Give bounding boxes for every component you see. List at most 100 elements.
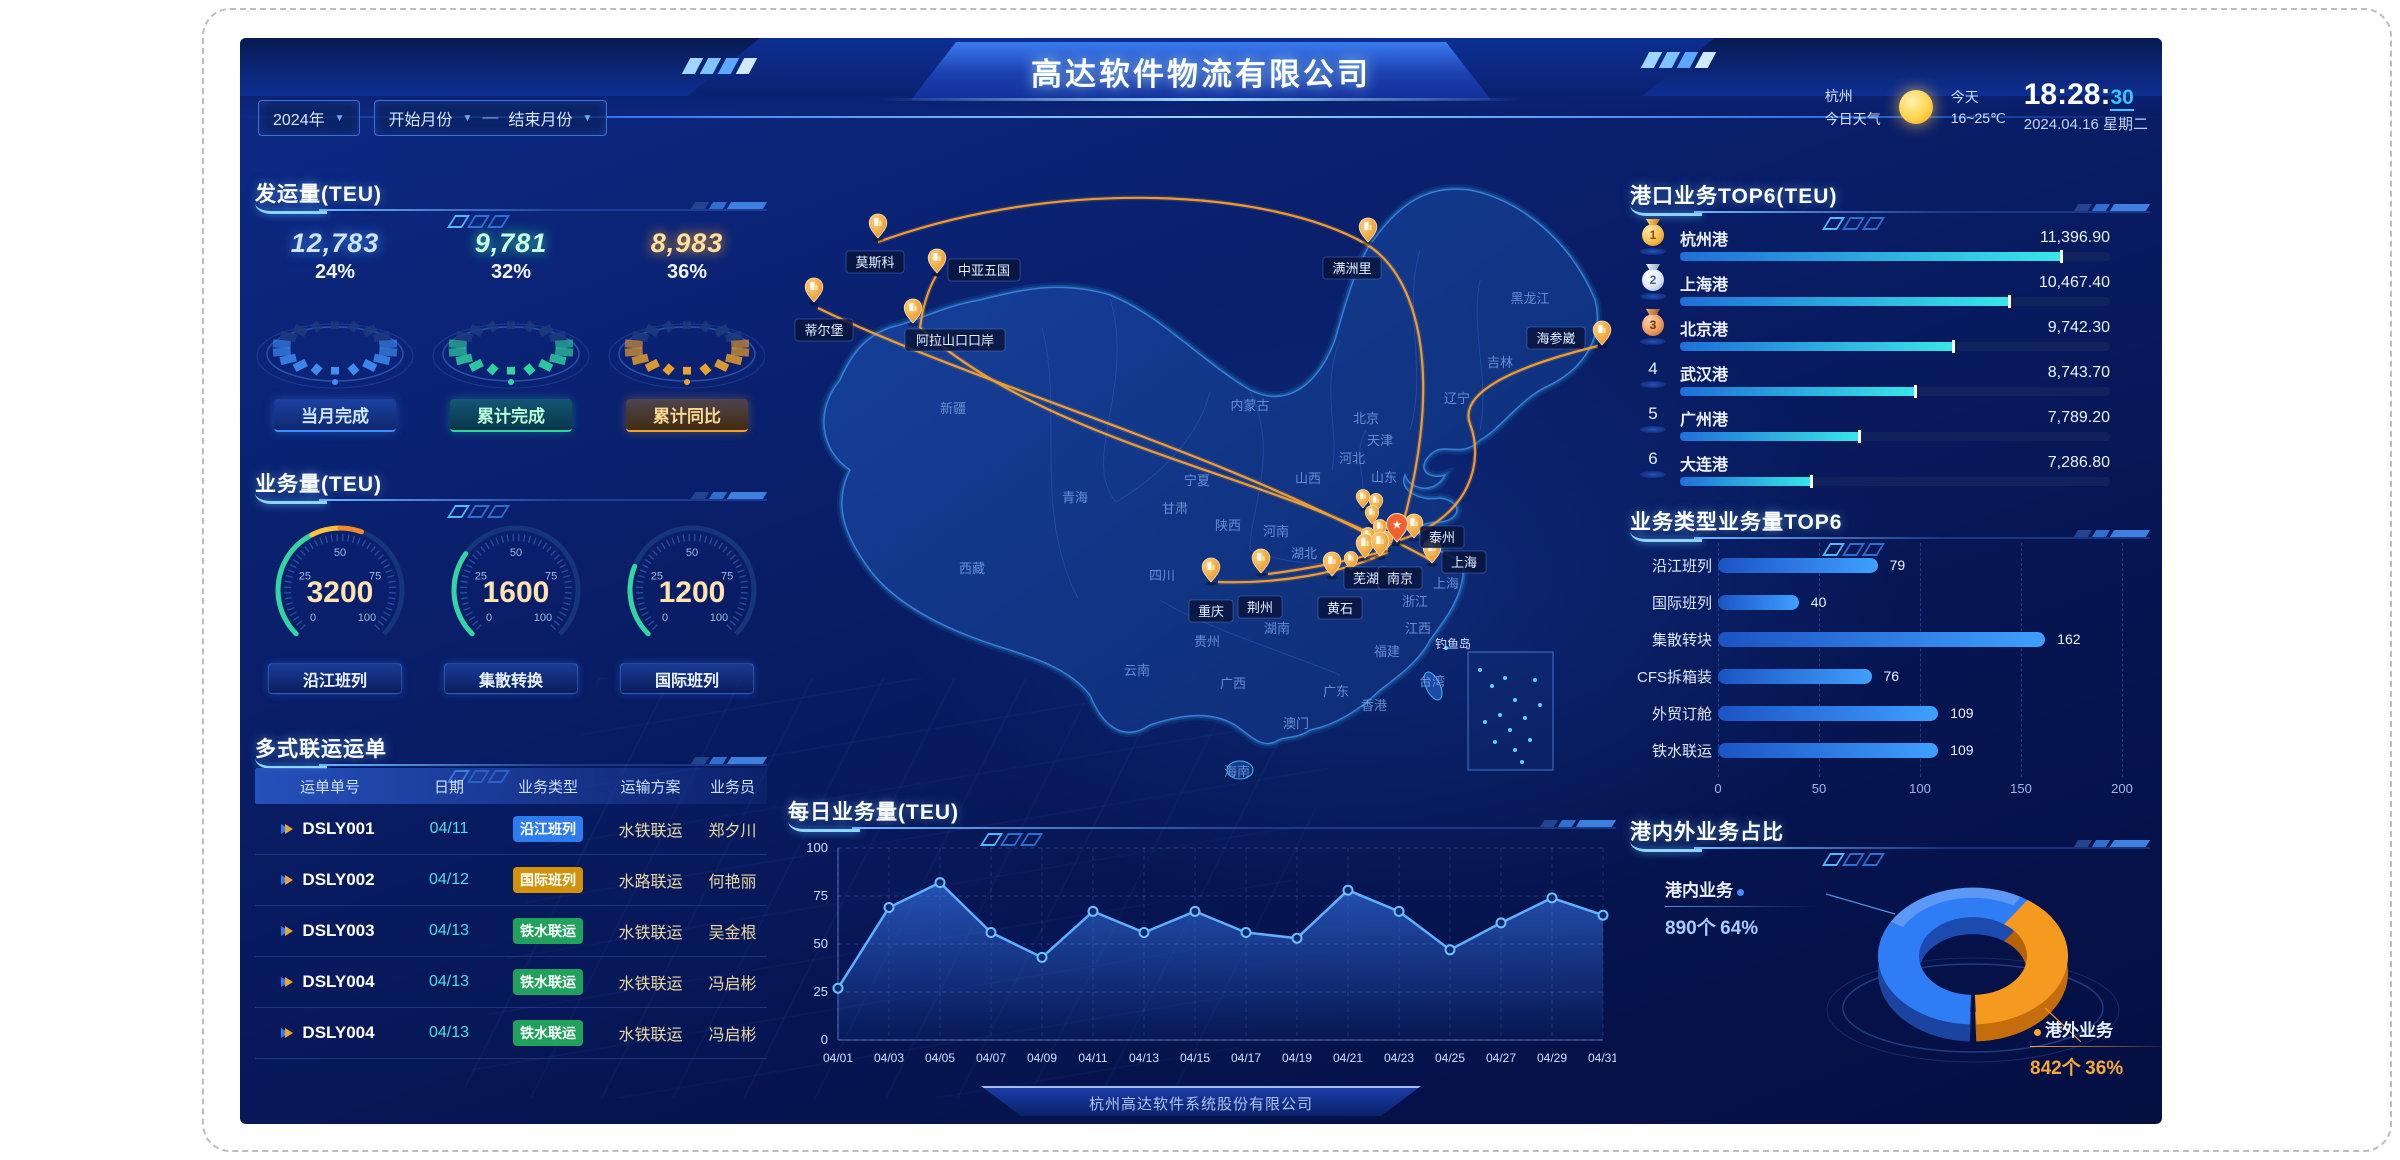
map-pin[interactable]: ★	[1386, 513, 1408, 547]
weather-city-label: 今日天气	[1824, 110, 1881, 127]
port-value: 8,743.70	[2047, 364, 2110, 381]
map-province-label: 海南	[1224, 764, 1250, 779]
section-waybills-title: 多式联运运单	[255, 733, 768, 783]
table-row[interactable]: DSLY002 04/12 国际班列 水路联运 何艳丽	[255, 855, 767, 906]
map-island-label: 钓鱼岛	[1435, 636, 1471, 651]
svg-text:中亚五国: 中亚五国	[958, 263, 1010, 278]
svg-text:25: 25	[475, 571, 487, 583]
header-line	[240, 116, 2162, 118]
waybill-plan: 水铁联运	[618, 1027, 683, 1044]
shipping-percent: 32%	[490, 261, 532, 283]
table-row[interactable]: DSLY004 04/13 铁水联运 水铁联运 冯启彬	[255, 1008, 767, 1059]
map-province-label: 甘肃	[1162, 501, 1188, 516]
biz-axis-tick: 200	[2111, 781, 2133, 796]
port-bar-track	[1680, 430, 2110, 443]
map-province-label: 宁夏	[1184, 473, 1210, 488]
medal-icon: 2	[1642, 269, 1664, 291]
map-pin[interactable]	[1358, 217, 1378, 246]
row-arrow-icon	[285, 926, 298, 936]
biz-label: 国际班列	[1651, 594, 1712, 612]
map-pin[interactable]	[1251, 548, 1271, 577]
shipping-value: 8,983	[650, 228, 724, 258]
map-province-label: 香港	[1361, 698, 1387, 713]
port-bar-fill	[1680, 430, 1861, 443]
map-province-label: 贵州	[1194, 634, 1220, 649]
end-month-select[interactable]: 结束月份	[508, 112, 573, 129]
speedometer-graphic: 0 25 50 75 100 1600	[451, 525, 581, 637]
waybill-agent: 郑夕川	[708, 823, 757, 840]
biz-bar-row: 沿江班列 79	[1622, 555, 2152, 575]
svg-text:重庆: 重庆	[1198, 604, 1224, 619]
map-pin[interactable]	[868, 213, 888, 242]
map-province-label: 天津	[1367, 433, 1393, 448]
map-city-label: 重庆	[1188, 599, 1234, 623]
map-province-label: 黑龙江	[1510, 291, 1549, 306]
start-month-select[interactable]: 开始月份	[388, 112, 453, 129]
svg-text:04/15: 04/15	[1180, 1051, 1210, 1065]
svg-text:50: 50	[510, 547, 522, 559]
biz-axis-tick: 100	[1909, 781, 1931, 796]
waybill-plan: 水铁联运	[618, 925, 683, 942]
shipping-value: 12,783	[290, 228, 380, 258]
map-province-label: 青海	[1062, 490, 1088, 505]
port-bar-track	[1680, 340, 2110, 353]
map-pin[interactable]	[903, 298, 923, 327]
biz-label: CFS拆箱装	[1636, 668, 1712, 686]
map-province-label: 广西	[1220, 676, 1246, 691]
map-pin[interactable]	[1404, 513, 1424, 542]
shipping-gauge-label: 当月完成	[274, 399, 396, 432]
map-pin[interactable]	[1322, 551, 1342, 580]
map-pin[interactable]	[1592, 320, 1612, 349]
rank-number: 5	[1648, 404, 1658, 423]
china-map: 钓鱼岛 黑龙江 吉林 辽宁 内蒙古 北京 天津 河北 山西 山东 河南 宁夏 陕西 甘肃 青海 新疆 西藏 四川贵…	[780, 130, 1620, 780]
row-arrow-icon	[285, 977, 298, 987]
map-pin[interactable]	[927, 248, 947, 277]
column-header: 业务员	[709, 778, 755, 796]
biztype-chart: 沿江班列 79 国际班列 40 集散转块 162 CFS拆箱装 76 外贸订舱 109 铁水联运 10…	[1622, 543, 2152, 803]
waybill-no: DSLY004	[302, 1023, 375, 1042]
year-select[interactable]: 2024年 ▼	[258, 100, 360, 136]
svg-text:泰州: 泰州	[1429, 530, 1455, 545]
map-province-label: 澳门	[1283, 716, 1309, 731]
waybill-no: DSLY004	[302, 972, 375, 991]
map-pin[interactable]	[804, 277, 824, 306]
table-row[interactable]: DSLY004 04/13 铁水联运 水铁联运 冯启彬	[255, 957, 767, 1008]
map-pin[interactable]	[1355, 489, 1371, 511]
svg-text:25: 25	[299, 571, 311, 583]
column-header: 日期	[433, 778, 464, 796]
map-pin[interactable]	[1370, 531, 1390, 560]
svg-text:100: 100	[358, 612, 376, 624]
row-arrow-icon	[285, 824, 298, 834]
biz-bar-row: 集散转块 162	[1622, 629, 2152, 649]
biz-label: 外贸订舱	[1651, 705, 1712, 723]
shipping-gauge: 9,781 32% 累计完成	[431, 228, 591, 432]
table-header: 运单单号 日期 业务类型 运输方案 业务员	[255, 768, 767, 804]
svg-text:蒂尔堡: 蒂尔堡	[804, 323, 843, 338]
biztype-badge: 铁水联运	[513, 969, 583, 995]
map-pin[interactable]	[1355, 533, 1375, 562]
svg-text:04/25: 04/25	[1435, 1051, 1465, 1065]
table-row[interactable]: DSLY003 04/13 铁水联运 水铁联运 吴金根	[255, 906, 767, 957]
biz-bar	[1718, 594, 1799, 610]
table-row[interactable]: DSLY001 04/11 沿江班列 水铁联运 郑夕川	[255, 804, 767, 855]
svg-text:04/05: 04/05	[925, 1051, 955, 1065]
svg-text:海参崴: 海参崴	[1536, 331, 1575, 346]
biz-axis-tick: 150	[2010, 781, 2032, 796]
svg-text:100: 100	[806, 840, 828, 855]
waybill-plan: 水路联运	[618, 874, 683, 891]
map-city-label: 满洲里	[1322, 256, 1382, 280]
page-title: 高达软件物流有限公司	[1031, 56, 1371, 92]
svg-text:04/07: 04/07	[976, 1051, 1006, 1065]
svg-text:芜湖: 芜湖	[1353, 571, 1379, 586]
biz-bar-row: 外贸订舱 109	[1622, 703, 2152, 723]
month-range-select[interactable]: 开始月份 ▼ — 结束月份 ▼	[373, 100, 608, 136]
map-city-label: 荆州	[1237, 595, 1283, 619]
map-province-label: 河北	[1339, 451, 1365, 466]
port-value: 7,789.20	[2047, 409, 2110, 426]
map-province-label: 陕西	[1215, 518, 1241, 533]
svg-text:50: 50	[814, 936, 828, 951]
map-pin[interactable]	[1201, 557, 1221, 586]
port-bar-track	[1680, 385, 2110, 398]
svg-text:★: ★	[1392, 520, 1402, 532]
map-province-label: 山东	[1371, 470, 1397, 485]
